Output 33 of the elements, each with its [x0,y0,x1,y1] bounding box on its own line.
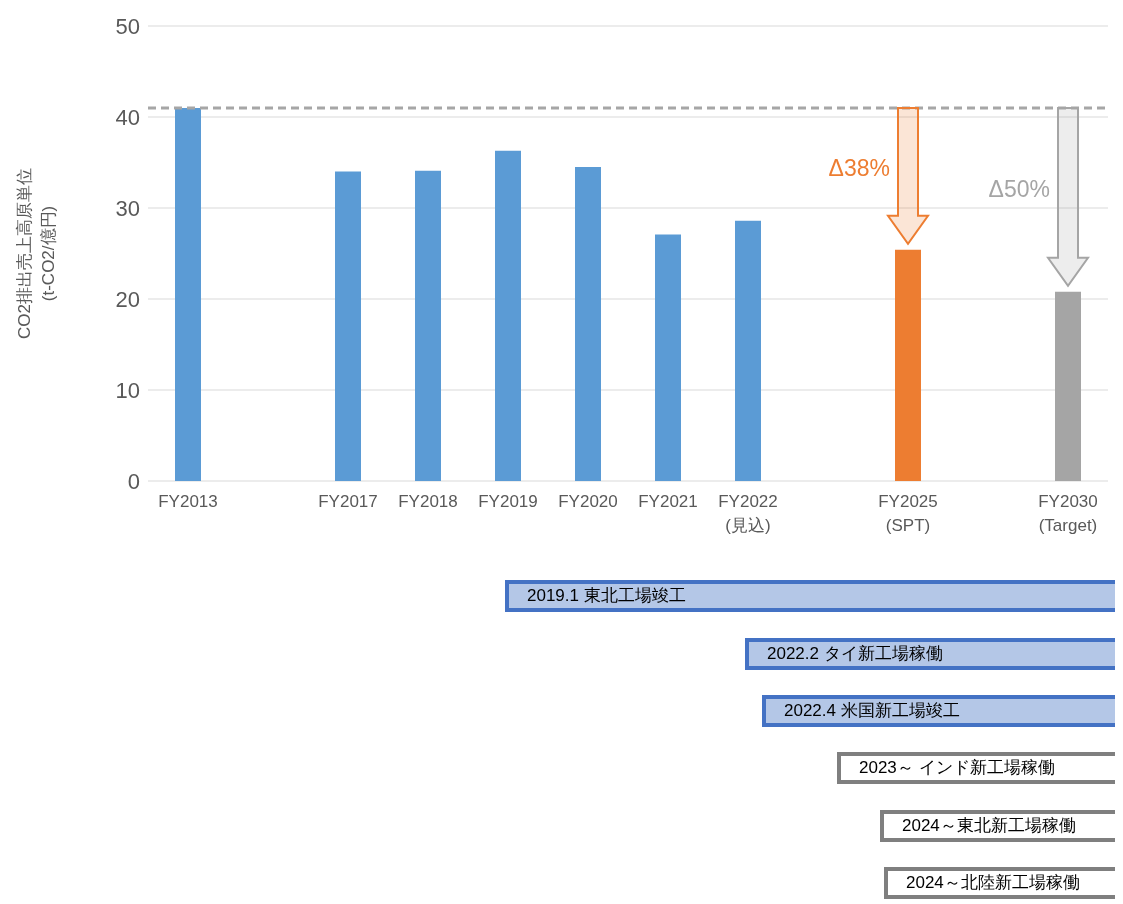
annotation: Δ38% [828,154,890,181]
y-tick-label: 50 [115,13,140,39]
text: 2023～ インド新工場稼働 [859,758,1055,777]
x-tick-label: FY2017 [318,492,378,511]
x-tick-label: FY2021 [638,492,698,511]
x-tick-label: FY2020 [558,492,618,511]
annotation: Δ50% [988,175,1050,202]
y-tick-label: 40 [115,104,140,130]
bar [415,170,441,481]
bar [335,171,361,481]
text: 2019.1 東北工場竣工 [527,586,686,605]
bar [495,150,521,481]
x-tick-label: FY2019 [478,492,538,511]
x-tick-label: FY2018 [398,492,458,511]
bar [175,107,201,481]
x-tick-label: FY2025 (SPT) [878,492,938,535]
x-tick-label: FY2022 (見込) [718,492,778,535]
y-tick-label: 0 [127,468,140,494]
bar [735,220,761,481]
y-axis-title: CO2排出売上高原単位 (t-CO2/億円) [15,168,58,339]
text: 2022.2 タイ新工場稼働 [767,644,943,663]
text: 2024～北陸新工場稼働 [906,873,1080,892]
text: 2024～東北新工場稼働 [902,816,1076,835]
text: 2022.4 米国新工場竣工 [784,701,960,720]
bar [1055,291,1081,481]
bar [895,249,921,481]
y-tick-label: 30 [115,195,140,221]
y-tick-label: 20 [115,286,140,312]
y-tick-label: 10 [115,377,140,403]
bar [575,167,601,481]
x-tick-label: FY2030 (Target) [1038,492,1098,535]
bar [655,234,681,481]
x-tick-label: FY2013 [158,492,218,511]
